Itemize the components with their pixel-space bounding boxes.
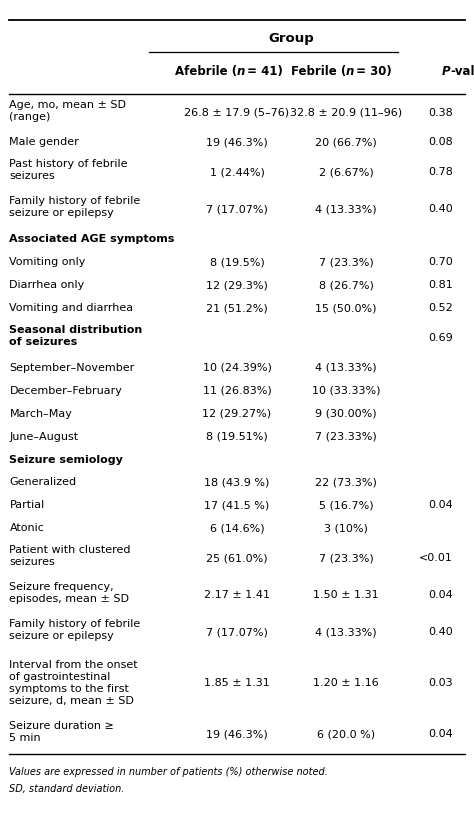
Text: 0.03: 0.03 bbox=[428, 678, 453, 688]
Text: 7 (17.07%): 7 (17.07%) bbox=[206, 627, 268, 637]
Text: 0.69: 0.69 bbox=[428, 333, 453, 343]
Text: n: n bbox=[237, 65, 246, 79]
Text: 7 (23.33%): 7 (23.33%) bbox=[315, 432, 377, 442]
Text: 2 (6.67%): 2 (6.67%) bbox=[319, 168, 374, 178]
Text: 0.70: 0.70 bbox=[428, 257, 453, 267]
Text: Afebrile (: Afebrile ( bbox=[175, 65, 237, 79]
Text: Seizure duration ≥
5 min: Seizure duration ≥ 5 min bbox=[9, 721, 114, 743]
Text: Vomiting only: Vomiting only bbox=[9, 257, 86, 267]
Text: 5 (16.7%): 5 (16.7%) bbox=[319, 501, 374, 510]
Text: n: n bbox=[346, 65, 355, 79]
Text: 7 (23.3%): 7 (23.3%) bbox=[319, 257, 374, 267]
Text: 0.40: 0.40 bbox=[428, 627, 453, 637]
Text: 19 (46.3%): 19 (46.3%) bbox=[206, 729, 268, 739]
Text: 8 (19.51%): 8 (19.51%) bbox=[206, 432, 268, 442]
Text: Male gender: Male gender bbox=[9, 137, 79, 147]
Text: Generalized: Generalized bbox=[9, 478, 77, 488]
Text: 1.50 ± 1.31: 1.50 ± 1.31 bbox=[313, 590, 379, 600]
Text: June–August: June–August bbox=[9, 432, 79, 442]
Text: 4 (13.33%): 4 (13.33%) bbox=[315, 204, 377, 214]
Text: 21 (51.2%): 21 (51.2%) bbox=[206, 303, 268, 313]
Text: 7 (17.07%): 7 (17.07%) bbox=[206, 204, 268, 214]
Text: SD, standard deviation.: SD, standard deviation. bbox=[9, 784, 125, 793]
Text: Seizure frequency,
episodes, mean ± SD: Seizure frequency, episodes, mean ± SD bbox=[9, 582, 129, 605]
Text: 7 (23.3%): 7 (23.3%) bbox=[319, 553, 374, 563]
Text: 3 (10%): 3 (10%) bbox=[324, 524, 368, 533]
Text: Vomiting and diarrhea: Vomiting and diarrhea bbox=[9, 303, 134, 313]
Text: 1.85 ± 1.31: 1.85 ± 1.31 bbox=[204, 678, 270, 688]
Text: 25 (61.0%): 25 (61.0%) bbox=[206, 553, 268, 563]
Text: 11 (26.83%): 11 (26.83%) bbox=[202, 386, 272, 396]
Text: 10 (33.33%): 10 (33.33%) bbox=[312, 386, 380, 396]
Text: 12 (29.27%): 12 (29.27%) bbox=[202, 409, 272, 419]
Text: P: P bbox=[442, 65, 450, 79]
Text: 9 (30.00%): 9 (30.00%) bbox=[315, 409, 377, 419]
Text: 12 (29.3%): 12 (29.3%) bbox=[206, 280, 268, 290]
Text: 15 (50.0%): 15 (50.0%) bbox=[315, 303, 377, 313]
Text: 0.08: 0.08 bbox=[428, 137, 453, 147]
Text: 0.04: 0.04 bbox=[428, 729, 453, 739]
Text: 19 (46.3%): 19 (46.3%) bbox=[206, 137, 268, 147]
Text: Age, mo, mean ± SD
(range): Age, mo, mean ± SD (range) bbox=[9, 100, 127, 122]
Text: 1 (2.44%): 1 (2.44%) bbox=[210, 168, 264, 178]
Text: 6 (20.0 %): 6 (20.0 %) bbox=[317, 729, 375, 739]
Text: 4 (13.33%): 4 (13.33%) bbox=[315, 363, 377, 373]
Text: 0.38: 0.38 bbox=[428, 107, 453, 118]
Text: Diarrhea only: Diarrhea only bbox=[9, 280, 85, 290]
Text: Partial: Partial bbox=[9, 501, 45, 510]
Text: = 30): = 30) bbox=[352, 65, 392, 79]
Text: Patient with clustered
seizures: Patient with clustered seizures bbox=[9, 546, 131, 567]
Text: Febrile (: Febrile ( bbox=[291, 65, 346, 79]
Text: 17 (41.5 %): 17 (41.5 %) bbox=[204, 501, 270, 510]
Text: Values are expressed in number of patients (%) otherwise noted.: Values are expressed in number of patien… bbox=[9, 767, 328, 777]
Text: 0.81: 0.81 bbox=[428, 280, 453, 290]
Text: Interval from the onset
of gastrointestinal
symptoms to the first
seizure, d, me: Interval from the onset of gastrointesti… bbox=[9, 660, 138, 706]
Text: 0.78: 0.78 bbox=[428, 168, 453, 178]
Text: Family history of febrile
seizure or epilepsy: Family history of febrile seizure or epi… bbox=[9, 619, 141, 641]
Text: Past history of febrile
seizures: Past history of febrile seizures bbox=[9, 160, 128, 182]
Text: Seizure semiology: Seizure semiology bbox=[9, 455, 123, 465]
Text: 0.04: 0.04 bbox=[428, 501, 453, 510]
Text: 0.52: 0.52 bbox=[428, 303, 453, 313]
Text: = 41): = 41) bbox=[243, 65, 283, 79]
Text: Family history of febrile
seizure or epilepsy: Family history of febrile seizure or epi… bbox=[9, 196, 141, 218]
Text: 32.8 ± 20.9 (11–96): 32.8 ± 20.9 (11–96) bbox=[290, 107, 402, 118]
Text: 6 (14.6%): 6 (14.6%) bbox=[210, 524, 264, 533]
Text: 20 (66.7%): 20 (66.7%) bbox=[315, 137, 377, 147]
Text: -value: -value bbox=[450, 65, 474, 79]
Text: 1.20 ± 1.16: 1.20 ± 1.16 bbox=[313, 678, 379, 688]
Text: 22 (73.3%): 22 (73.3%) bbox=[315, 478, 377, 488]
Text: 8 (26.7%): 8 (26.7%) bbox=[319, 280, 374, 290]
Text: 2.17 ± 1.41: 2.17 ± 1.41 bbox=[204, 590, 270, 600]
Text: 0.40: 0.40 bbox=[428, 204, 453, 214]
Text: Atonic: Atonic bbox=[9, 524, 45, 533]
Text: December–February: December–February bbox=[9, 386, 122, 396]
Text: 0.04: 0.04 bbox=[428, 590, 453, 600]
Text: 4 (13.33%): 4 (13.33%) bbox=[315, 627, 377, 637]
Text: <0.01: <0.01 bbox=[419, 553, 453, 563]
Text: 10 (24.39%): 10 (24.39%) bbox=[202, 363, 272, 373]
Text: 26.8 ± 17.9 (5–76): 26.8 ± 17.9 (5–76) bbox=[184, 107, 290, 118]
Text: 8 (19.5%): 8 (19.5%) bbox=[210, 257, 264, 267]
Text: March–May: March–May bbox=[9, 409, 73, 419]
Text: 18 (43.9 %): 18 (43.9 %) bbox=[204, 478, 270, 488]
Text: Associated AGE symptoms: Associated AGE symptoms bbox=[9, 234, 175, 245]
Text: Seasonal distribution
of seizures: Seasonal distribution of seizures bbox=[9, 325, 143, 347]
Text: September–November: September–November bbox=[9, 363, 135, 373]
Text: Group: Group bbox=[269, 32, 314, 45]
